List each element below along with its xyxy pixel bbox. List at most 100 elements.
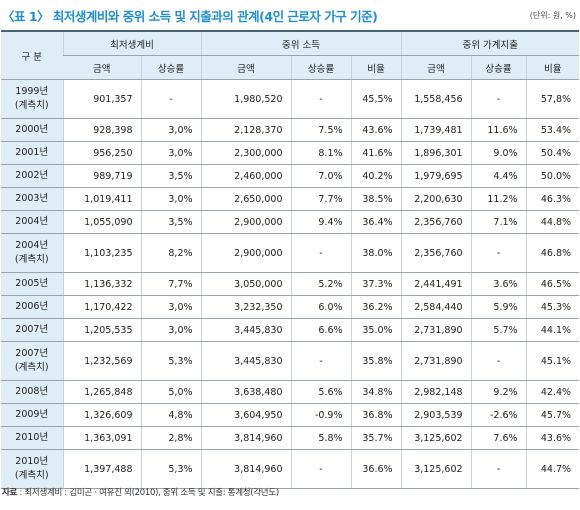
row-label: 2000년	[1, 118, 63, 142]
row-label: 2006년	[1, 295, 63, 319]
table-cell: 38.0%	[350, 233, 402, 273]
row-label-line: (계측치)	[14, 362, 49, 373]
table-cell: 7.7%	[290, 187, 352, 211]
table-cell: 1,205,535	[62, 318, 141, 342]
table-cell: 3,638,480	[200, 380, 292, 404]
source-label: 자료	[2, 488, 18, 498]
table-cell: -	[470, 449, 527, 489]
table-cell: 44.1%	[525, 318, 580, 342]
row-label: 2001년	[1, 141, 63, 165]
table-cell: 11.6%	[470, 118, 527, 142]
row-label: 2009년	[1, 403, 63, 427]
table-cell: 3,050,000	[200, 272, 292, 296]
table-cell: 928,398	[62, 118, 141, 142]
table-cell: 2,128,370	[200, 118, 292, 142]
table-cell: 57,8%	[525, 79, 580, 119]
table-cell: 3,0%	[140, 141, 202, 165]
row-label-line: 2009년	[15, 409, 49, 420]
table-row: 1999년 (계측치) 901,357-1,980,520-45,5% 1,558,4…	[1, 79, 580, 119]
table-cell: 2,200,630	[400, 187, 472, 211]
table-cell: 46.3%	[525, 187, 580, 211]
table-cell: 36.4%	[350, 210, 402, 234]
table-cell: 989,719	[62, 164, 141, 188]
table-cell: 8,2%	[140, 233, 202, 273]
table-cell: 34.8%	[350, 380, 402, 404]
unit: (단위: 원, %)	[529, 11, 576, 20]
source: 자료 : 최저생계비 : 김미곤 · 여유진 외(2010), 중위 소득 및 …	[2, 486, 279, 498]
table-cell: 2,8%	[140, 426, 202, 450]
table-cell: 5,3%	[140, 341, 202, 381]
table-cell: 43.6%	[350, 118, 402, 142]
header-row: 금액 상승률 금액 상승률 비율 금액 상승률 비율	[1, 55, 580, 80]
title: 〈표 1〉 최저생계비와 중위 소득 및 지출과의 관계(4인 근로자 가구 기…	[2, 9, 378, 24]
table-cell: 35.0%	[350, 318, 402, 342]
row-label-line: 2007년	[15, 348, 49, 359]
group-header: 최저생계비	[62, 31, 202, 56]
table-cell: 956,250	[62, 141, 141, 165]
table-cell: 35.7%	[350, 426, 402, 450]
table-cell: 3.6%	[470, 272, 527, 296]
table-cell: 36.8%	[350, 403, 402, 427]
table-cell: 2,356,760	[400, 210, 472, 234]
row-label: 2005년	[1, 272, 63, 296]
table-cell: 3,445,830	[200, 318, 292, 342]
table-cell: 3,445,830	[200, 341, 292, 381]
row-label-line: 2010년	[15, 456, 49, 467]
column-header: 비율	[350, 55, 402, 80]
row-label-line: 2008년	[15, 386, 49, 397]
table-cell: 3,814,960	[200, 449, 292, 489]
table-cell: 3,5%	[140, 164, 202, 188]
table-cell: 1,019,411	[62, 187, 141, 211]
group-header: 중위 가계지출	[400, 31, 580, 56]
table-cell: 46.8%	[525, 233, 580, 273]
row-label-line: 2006년	[15, 301, 49, 312]
source-text: : 최저생계비 : 김미곤 · 여유진 외(2010), 중위 소득 및 지출:…	[17, 488, 279, 498]
table-cell: 50.0%	[525, 164, 580, 188]
row-label: 2007년	[1, 318, 63, 342]
column-header: 금액	[400, 55, 472, 80]
table-cell: 1,136,332	[62, 272, 141, 296]
table-cell: 2,731,890	[400, 318, 472, 342]
row-label-line: 2005년	[15, 278, 49, 289]
table-cell: 6.0%	[290, 295, 352, 319]
corner-header: 구 분	[1, 31, 63, 80]
table-cell: 1,232,569	[62, 341, 141, 381]
table-cell: 2,650,000	[200, 187, 292, 211]
group-header: 중위 소득	[200, 31, 402, 56]
table-cell: 5.2%	[290, 272, 352, 296]
table-cell: 3,0%	[140, 295, 202, 319]
row-label: 2010년 (계측치)	[1, 449, 63, 489]
row-label-line: (계측치)	[14, 254, 49, 265]
table-cell: 11.2%	[470, 187, 527, 211]
table-cell: 1,896,301	[400, 141, 472, 165]
row-label-line: 1999년	[15, 86, 49, 97]
table-cell: 40.2%	[350, 164, 402, 188]
table-cell: 36.6%	[350, 449, 402, 489]
table-cell: 3,0%	[140, 118, 202, 142]
table-cell: -	[290, 341, 352, 381]
table-cell: 3,232,350	[200, 295, 292, 319]
row-label-line: 2004년	[15, 240, 49, 251]
table-cell: 5,0%	[140, 380, 202, 404]
table-cell: 2,356,760	[400, 233, 472, 273]
table-cell: 45.1%	[525, 341, 580, 381]
row-label: 1999년 (계측치)	[1, 79, 63, 119]
table-cell: 2,460,000	[200, 164, 292, 188]
table-row: 2009년 1,326,609 4,8% 3,604,950 -0.9% 36.8% 2,9…	[1, 403, 580, 427]
table-row: 2007년 1,205,535 3,0% 3,445,830 6.6% 35.0% 2,73…	[1, 318, 580, 342]
table: 구 분 최저생계비 중위 소득 중위 가계지출 금액 상승률 금액 상승률 비율 금액 상승률 비율 1…	[1, 30, 580, 489]
table-cell: 42.4%	[525, 380, 580, 404]
table-cell: 36.2%	[350, 295, 402, 319]
table-cell: -	[290, 233, 352, 273]
table-cell: 3,125,602	[400, 449, 472, 489]
table-cell: 43.6%	[525, 426, 580, 450]
table-cell: 3,0%	[140, 318, 202, 342]
table-cell: 2,900,000	[200, 210, 292, 234]
table-cell: 1,980,520	[200, 79, 292, 119]
table-row: 2010년 1,363,091 2,8% 3,814,960 5.8% 35.7% 3,12…	[1, 426, 580, 450]
table-cell: 2,441,491	[400, 272, 472, 296]
table-cell: 1,739,481	[400, 118, 472, 142]
table-row: 2010년 (계측치) 1,397,488 5,3% 3,814,960-36.6% 3,…	[1, 449, 580, 489]
table-cell: 38.5%	[350, 187, 402, 211]
